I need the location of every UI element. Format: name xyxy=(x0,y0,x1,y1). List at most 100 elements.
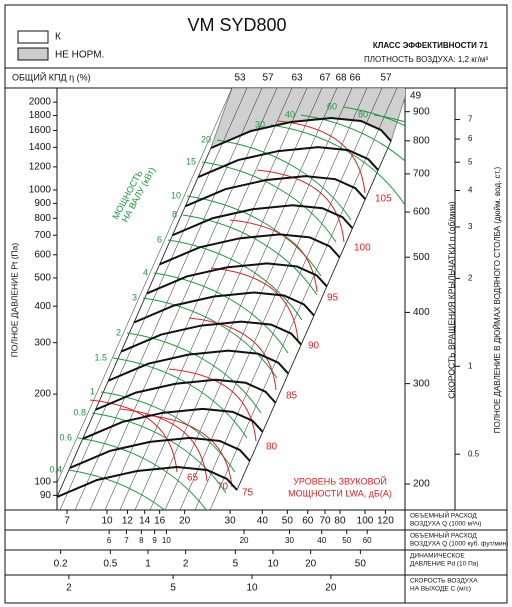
speed-tick-label: 400 xyxy=(413,307,430,318)
system-line xyxy=(74,88,263,510)
efficiency-value: 63 xyxy=(291,73,303,84)
speed-axis-title: СКОРОСТЬ ВРАЩЕНИЯ КРЫЛЬЧАТКИ n (об/мин) xyxy=(446,201,456,399)
fan-curve xyxy=(95,378,277,411)
x-tick-label: 6 xyxy=(107,536,112,545)
y-tick-label: 1400 xyxy=(29,142,52,153)
sound-title: УРОВЕНЬ ЗВУКОВОЙ xyxy=(293,475,387,486)
fan-curve xyxy=(69,436,251,469)
legend-label: К xyxy=(55,32,61,43)
power-label: 10 xyxy=(171,190,181,200)
power-line xyxy=(153,272,289,354)
x-tick-label: 5 xyxy=(170,583,176,594)
curves xyxy=(57,88,405,510)
x-tick-label: 12 xyxy=(122,516,134,527)
y-tick-label: 800 xyxy=(34,213,51,224)
power-label: 15 xyxy=(186,156,196,166)
x-tick-label: 2 xyxy=(183,559,189,570)
x-tick-label: 20 xyxy=(325,583,337,594)
frame xyxy=(4,4,508,604)
x-tick-label: 10 xyxy=(101,516,113,527)
scale-title: СКОРОСТЬ ВОЗДУХА xyxy=(410,578,478,585)
y-tick-label: 900 xyxy=(34,198,51,209)
inch-tick-label: 2 xyxy=(468,274,473,283)
sound-line xyxy=(144,414,233,488)
x-tick-label: 30 xyxy=(285,536,294,545)
fan-curve xyxy=(184,175,367,208)
x-tick-label: 20 xyxy=(305,559,317,570)
x-tick-label: 0.2 xyxy=(54,559,68,570)
x-tick-label: 40 xyxy=(257,516,269,527)
inch-tick-label: 0.5 xyxy=(468,449,480,458)
system-line xyxy=(209,88,398,510)
speed-tick-label: 600 xyxy=(413,207,430,218)
fan-curve xyxy=(146,262,328,295)
speed-tick-label: 900 xyxy=(413,106,430,117)
efficiency-value: 53 xyxy=(234,73,246,84)
speed-tick-label: 800 xyxy=(413,135,430,146)
x-tick-label: 50 xyxy=(355,559,367,570)
scale-title: ВОЗДУХА Q (1000 м³/ч) xyxy=(410,521,481,528)
legend-swatch xyxy=(17,30,49,44)
y-tick-label: 2000 xyxy=(29,97,52,108)
power-label: 4 xyxy=(143,267,148,277)
scale-title: ОБЪЕМНЫЙ РАСХОД xyxy=(410,531,477,540)
sound-label: 100 xyxy=(354,243,371,254)
efficiency-corner: 49 xyxy=(410,91,422,102)
power-label: 30 xyxy=(255,119,265,129)
sound-line xyxy=(256,169,345,243)
sound-line xyxy=(188,317,277,391)
power-label: 3 xyxy=(132,292,137,302)
efficiency-value: 57 xyxy=(380,73,392,84)
x-tick-label: 120 xyxy=(377,516,394,527)
fan-curve xyxy=(133,291,315,324)
fan-curve xyxy=(159,233,341,266)
efficiency-class: КЛАСС ЭФФЕКТИВНОСТИ 71 xyxy=(373,41,489,50)
system-line xyxy=(59,88,248,510)
efficiency-value: 66 xyxy=(349,73,361,84)
y-tick-label: 600 xyxy=(34,249,51,260)
efficiency-value: 67 xyxy=(319,73,331,84)
system-line xyxy=(89,88,278,510)
y-tick-label: 1200 xyxy=(29,162,52,173)
not-norm-region xyxy=(210,88,405,149)
sound-title: МОЩНОСТИ LWA, дБ(A) xyxy=(288,488,392,498)
sound-label: 90 xyxy=(308,341,320,352)
system-line xyxy=(57,88,233,484)
x-tick-label: 9 xyxy=(152,536,157,545)
speed-tick-label: 500 xyxy=(413,252,430,263)
legend-swatch xyxy=(17,47,49,61)
sound-line xyxy=(277,120,366,194)
x-tick-label: 7 xyxy=(64,516,70,527)
scale-title: ДАВЛЕНИЕ Pd (10 Па) xyxy=(410,561,479,568)
sound-line xyxy=(210,267,299,341)
x-tick-label: 80 xyxy=(334,516,346,527)
x-tick-label: 0.5 xyxy=(103,559,117,570)
power-label: 1 xyxy=(90,386,95,396)
fan-curve xyxy=(197,146,379,179)
inch-tick-label: 1 xyxy=(468,361,473,370)
chart-title: VM SYD800 xyxy=(187,15,286,35)
y-tick-label: 1600 xyxy=(29,125,52,136)
power-label: 0.4 xyxy=(49,464,62,474)
inch-tick-label: 3 xyxy=(468,222,473,231)
scale-title: НА ВЫХОДЕ C (м/с) xyxy=(410,586,471,593)
sound-label: 105 xyxy=(375,194,392,205)
y-tick-label: 100 xyxy=(34,477,51,488)
power-label: 0.8 xyxy=(73,407,86,417)
sound-label: 95 xyxy=(327,293,339,304)
sound-label: 75 xyxy=(242,488,254,499)
power-line xyxy=(77,437,207,510)
scale-title: ВОЗДУХА Q (1000 куб. фут/мин) xyxy=(410,540,508,548)
power-label: 8 xyxy=(172,209,177,219)
efficiency-label: ОБЩИЙ КПД η (%) xyxy=(12,71,91,82)
power-line xyxy=(216,139,352,221)
x-tick-label: 70 xyxy=(319,516,331,527)
inch-axis-title: ПОЛНОЕ ДАВЛЕНИЕ В ДЮЙМАХ ВОДЯНОГО СТОЛБА… xyxy=(493,166,502,433)
x-tick-label: 50 xyxy=(282,516,294,527)
x-tick-label: 10 xyxy=(246,583,258,594)
fan-curve xyxy=(120,320,302,353)
inch-tick-label: 6 xyxy=(468,134,473,143)
sound-line xyxy=(119,408,208,482)
sound-line xyxy=(229,219,318,293)
